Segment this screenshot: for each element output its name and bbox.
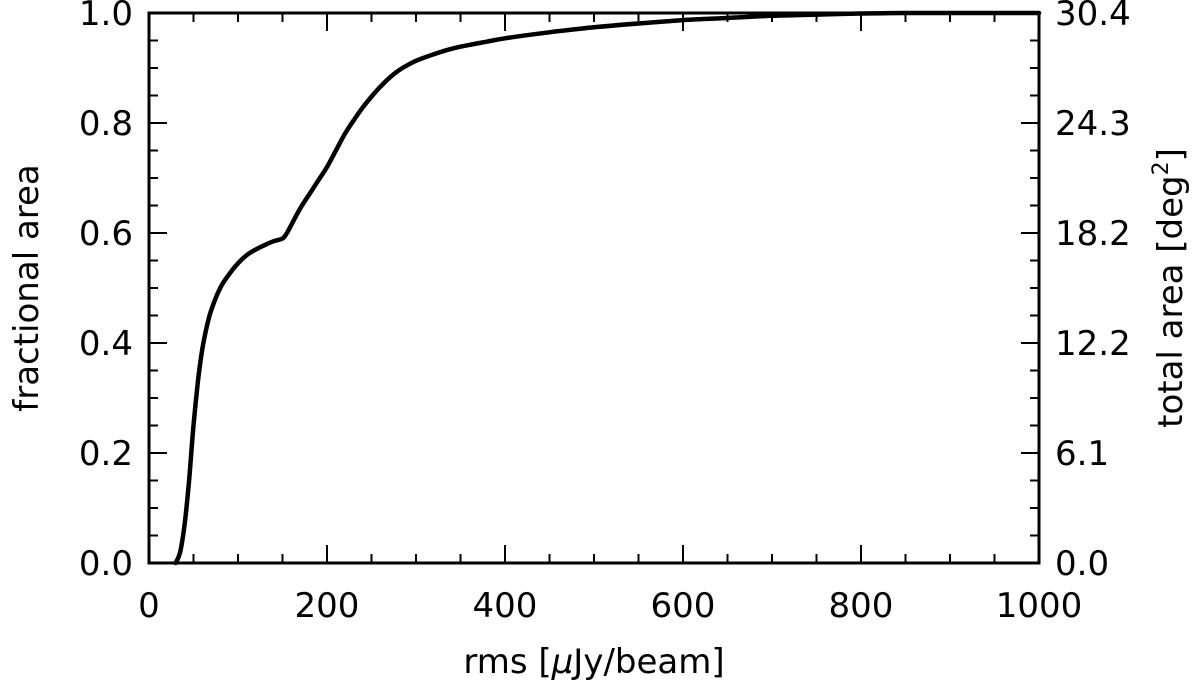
x-tick-label: 600 (651, 586, 716, 626)
x-tick-label: 400 (473, 586, 538, 626)
x-axis-label: rms [μJy/beam] (463, 642, 724, 682)
plot-frame (147, 11, 1041, 565)
series-line (173, 10, 1042, 566)
axis-ticks (148, 12, 1040, 564)
y2-tick-label: 18.2 (1055, 214, 1131, 254)
y-tick-label: 0.2 (79, 434, 133, 474)
y-tick-label: 0.4 (79, 324, 133, 364)
y2-tick-label: 6.1 (1055, 434, 1109, 474)
y2-tick-label: 24.3 (1055, 104, 1131, 144)
x-tick-label: 0 (138, 586, 160, 626)
x-tick-label: 200 (295, 586, 360, 626)
y2-tick-label: 12.2 (1055, 324, 1131, 364)
y2-axis-label: total area [deg2] (1149, 148, 1191, 428)
y-tick-label: 0.0 (79, 544, 133, 584)
y-tick-label: 1.0 (79, 0, 133, 34)
y-tick-label: 0.8 (79, 104, 133, 144)
x-tick-label: 1000 (996, 586, 1083, 626)
tick-labels: 0 200 400 600 800 10000.00.20.40.60.81.00.06.… (79, 0, 1131, 626)
y-axis-label: fractional area (7, 164, 47, 412)
y2-tick-label: 0.0 (1055, 544, 1109, 584)
y2-tick-label: 30.4 (1055, 0, 1131, 34)
y-tick-label: 0.6 (79, 214, 133, 254)
x-tick-label: 800 (829, 586, 894, 626)
